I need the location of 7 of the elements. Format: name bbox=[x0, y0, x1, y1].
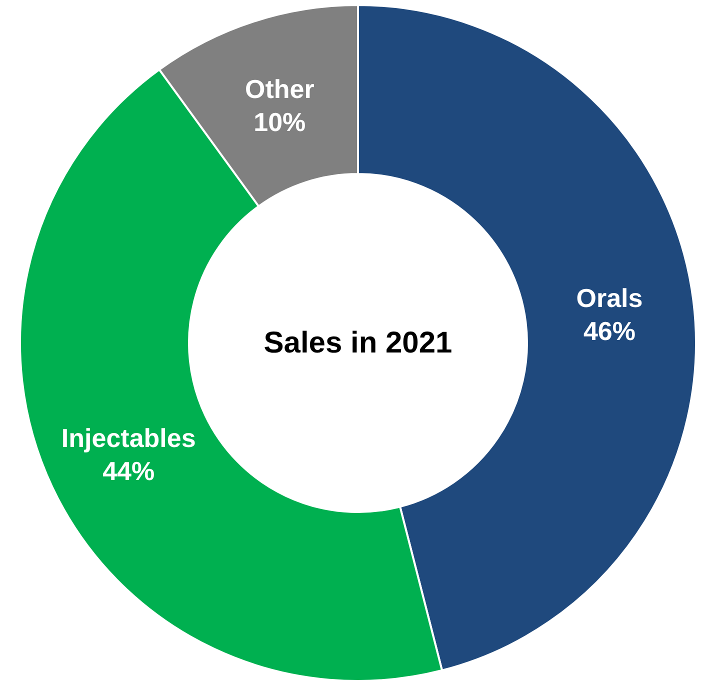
data-label: 46% bbox=[583, 316, 636, 346]
data-label: 44% bbox=[102, 456, 155, 486]
slice-label: Orals bbox=[576, 283, 643, 314]
data-label: 10% bbox=[254, 106, 306, 137]
slice-label: Injectables bbox=[61, 422, 196, 453]
slice-label: Other bbox=[244, 74, 314, 104]
text: Sales in 2021 bbox=[264, 326, 452, 360]
